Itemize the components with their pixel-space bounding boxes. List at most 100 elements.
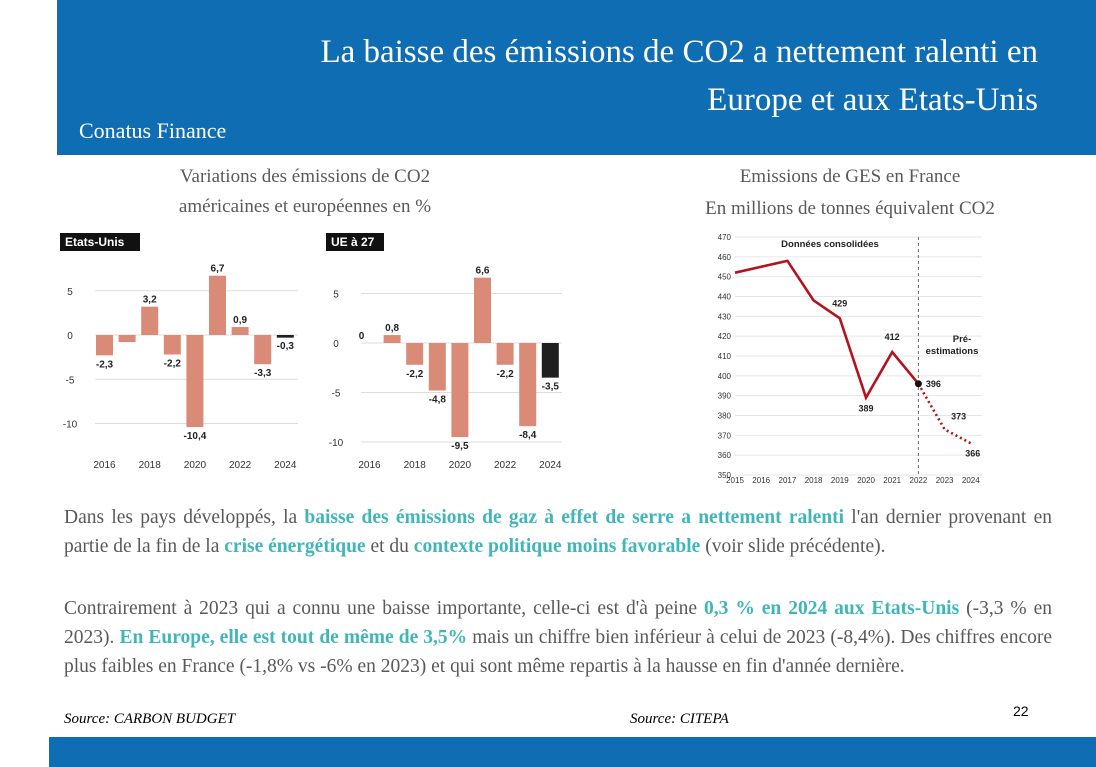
page-number: 22 bbox=[1013, 703, 1029, 719]
panel1-data-label: 3,2 bbox=[143, 295, 157, 306]
panel2-label-box bbox=[326, 233, 384, 251]
panel2-ytick: -10 bbox=[329, 438, 344, 449]
line-xtick: 2015 bbox=[726, 476, 744, 485]
panel2-bar bbox=[496, 343, 514, 365]
line-ytick: 410 bbox=[718, 352, 732, 361]
panel2-xtick: 2018 bbox=[404, 460, 427, 471]
left-chart-caption: Variations des émissions de CO2 américai… bbox=[100, 162, 510, 222]
line-ytick: 390 bbox=[718, 392, 732, 401]
p1-text-a: Dans les pays développés, la bbox=[64, 507, 305, 528]
panel2-xtick: 2020 bbox=[449, 460, 472, 471]
line-point-label: 366 bbox=[965, 448, 980, 458]
panel2-label: UE à 27 bbox=[331, 235, 375, 249]
panel1-ytick: -10 bbox=[63, 420, 78, 431]
panel1-ytick: 0 bbox=[67, 331, 73, 342]
line-ytick: 400 bbox=[718, 372, 732, 381]
source-right: Source: CITEPA bbox=[630, 711, 729, 727]
panel2-data-label: 0 bbox=[359, 331, 365, 342]
left-caption-line1: Variations des émissions de CO2 bbox=[179, 166, 431, 187]
panel1-data-label: -10,4 bbox=[184, 431, 207, 442]
right-caption-line1: Emissions de GES en France bbox=[739, 166, 961, 187]
panel2-data-label: 0,8 bbox=[385, 323, 399, 334]
line-ytick: 350 bbox=[718, 471, 732, 480]
annotation-estimations: estimations bbox=[926, 346, 979, 357]
panel2-data-label: -2,2 bbox=[496, 369, 514, 380]
panel1-data-label: -2,3 bbox=[96, 359, 114, 370]
panel1-xtick: 2018 bbox=[139, 460, 162, 471]
panel2-ytick: -5 bbox=[332, 389, 341, 400]
panel2-bar bbox=[541, 343, 559, 378]
p1-highlight-2: crise énergétique bbox=[224, 536, 366, 557]
line-ytick: 380 bbox=[718, 412, 732, 421]
panel2-xtick: 2024 bbox=[539, 460, 562, 471]
panel1-bar bbox=[276, 335, 294, 338]
p2-highlight-2: En Europe, elle est tout de même de 3,5% bbox=[119, 627, 468, 648]
panel2-bar bbox=[383, 335, 401, 343]
panel1-data-label: 6,7 bbox=[211, 264, 225, 275]
line-ytick: 420 bbox=[718, 332, 732, 341]
p1-text-g: (voir slide précédente). bbox=[700, 536, 886, 557]
line-xtick: 2021 bbox=[883, 476, 901, 485]
panel1-xtick: 2024 bbox=[274, 460, 297, 471]
p2-highlight-1: 0,3 % en 2024 aux Etats-Unis bbox=[704, 598, 960, 619]
right-caption-line2: En millions de tonnes équivalent CO2 bbox=[705, 198, 995, 219]
panel1-data-label: -3,3 bbox=[254, 368, 272, 379]
line-xtick: 2016 bbox=[752, 476, 770, 485]
panel2-xtick: 2016 bbox=[358, 460, 381, 471]
line-xtick: 2018 bbox=[805, 476, 823, 485]
panel1-ytick: -5 bbox=[66, 375, 75, 386]
line-ytick: 440 bbox=[718, 293, 732, 302]
paragraph-1: Dans les pays développés, la baisse des … bbox=[64, 503, 1052, 561]
line-point-marker bbox=[914, 380, 922, 388]
panel1-xtick: 2022 bbox=[229, 460, 252, 471]
paragraph-2: Contrairement à 2023 qui a connu une bai… bbox=[64, 594, 1052, 681]
line-xtick: 2022 bbox=[910, 476, 928, 485]
panel1-label-box bbox=[60, 233, 140, 251]
line-ytick: 370 bbox=[718, 431, 732, 440]
footer-bar bbox=[49, 737, 1096, 767]
panel1-bar bbox=[118, 335, 136, 343]
line-xtick: 2023 bbox=[936, 476, 954, 485]
panel2-data-label: -9,5 bbox=[451, 441, 469, 452]
p2-text-c: (-3,3 % en 2023). bbox=[64, 598, 1052, 648]
panel1-data-label: -0,3 bbox=[277, 341, 295, 352]
page-title: La baisse des émissions de CO2 a netteme… bbox=[320, 34, 1038, 118]
header-bar: La baisse des émissions de CO2 a netteme… bbox=[57, 0, 1096, 155]
p2-text-e: mais un chiffre bien inférieur à celui d… bbox=[64, 627, 1052, 677]
panel2-ytick: 5 bbox=[333, 290, 339, 301]
line-point-label: 396 bbox=[926, 379, 941, 389]
left-caption-line2: américaines et européennes en % bbox=[178, 196, 432, 217]
line-xtick: 2024 bbox=[962, 476, 980, 485]
annotation-pre: Pré- bbox=[953, 334, 971, 345]
panel1-bar bbox=[141, 306, 159, 335]
right-chart-caption: Emissions de GES en France En millions d… bbox=[640, 162, 1060, 224]
panel2-bar bbox=[451, 343, 469, 438]
panel2-data-label: -4,8 bbox=[429, 395, 447, 406]
panel1-label: Etats-Unis bbox=[65, 235, 125, 249]
line-point-label: 429 bbox=[832, 298, 847, 308]
panel1-bar bbox=[96, 335, 113, 356]
line-xtick: 2017 bbox=[779, 476, 797, 485]
panel1-xtick: 2016 bbox=[93, 460, 116, 471]
panel1-bar bbox=[209, 275, 226, 335]
line-point-label: 373 bbox=[951, 411, 966, 421]
panel2-bar bbox=[519, 343, 537, 427]
line-ytick: 470 bbox=[718, 233, 732, 242]
panel2-bar bbox=[428, 343, 446, 391]
line-ytick: 450 bbox=[718, 273, 732, 282]
line-ytick: 360 bbox=[718, 451, 732, 460]
p2-text-a: Contrairement à 2023 qui a connu une bai… bbox=[64, 598, 705, 619]
panel2-data-label: -2,2 bbox=[406, 369, 424, 380]
panel1-bar bbox=[254, 335, 272, 365]
panel2-ytick: 0 bbox=[333, 339, 339, 350]
line-ytick: 460 bbox=[718, 253, 732, 262]
consolidated-line bbox=[734, 259, 920, 401]
p1-highlight-1: baisse des émissions de gaz à effet de s… bbox=[304, 507, 845, 528]
panel1-xtick: 2020 bbox=[184, 460, 207, 471]
panel2-data-label: 6,6 bbox=[476, 266, 490, 277]
line-point-label: 412 bbox=[885, 332, 900, 342]
panel2-data-label: -3,5 bbox=[542, 382, 560, 393]
brand-name: Conatus Finance bbox=[79, 118, 227, 143]
panel2-bar bbox=[406, 343, 424, 365]
annotation-consolidated: Données consolidées bbox=[781, 239, 879, 250]
